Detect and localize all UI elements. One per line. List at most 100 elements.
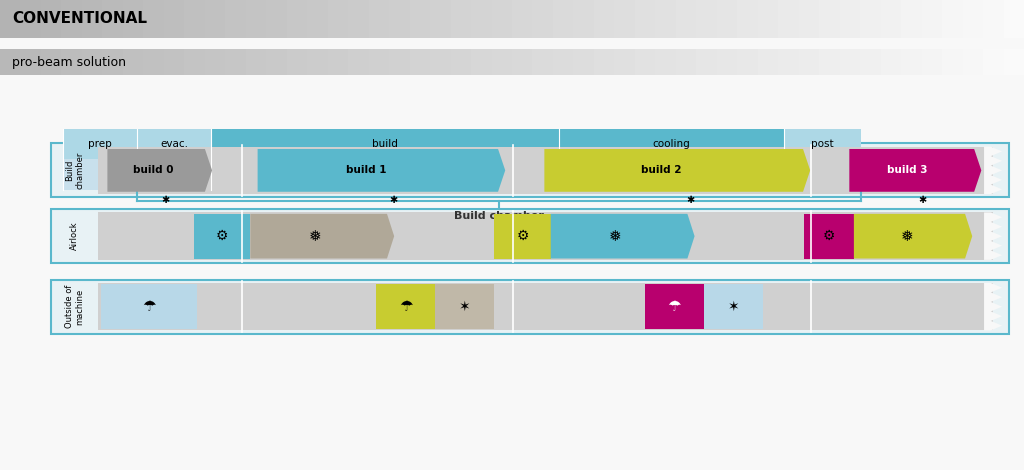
Text: post: post xyxy=(811,139,835,149)
Bar xyxy=(98,147,993,194)
Text: pro-beam solution: pro-beam solution xyxy=(12,56,126,69)
Polygon shape xyxy=(854,214,972,258)
Bar xyxy=(0,49,20,75)
Bar xyxy=(98,283,993,330)
Bar xyxy=(246,49,266,75)
Polygon shape xyxy=(545,149,810,192)
Bar xyxy=(164,0,184,38)
Bar xyxy=(20,0,41,38)
Bar xyxy=(435,284,495,329)
Bar xyxy=(495,214,551,258)
Bar xyxy=(451,49,471,75)
Bar xyxy=(61,49,82,75)
Polygon shape xyxy=(258,149,505,192)
Bar xyxy=(1004,49,1024,75)
Bar xyxy=(983,49,1004,75)
Bar xyxy=(594,49,614,75)
Text: build: build xyxy=(372,139,398,149)
Bar xyxy=(512,0,532,38)
Bar xyxy=(266,0,287,38)
Text: cooling: cooling xyxy=(653,139,690,149)
Bar xyxy=(532,0,553,38)
Bar xyxy=(205,0,225,38)
Text: ☂: ☂ xyxy=(142,299,156,314)
Bar xyxy=(922,0,942,38)
Polygon shape xyxy=(108,149,212,192)
Bar xyxy=(225,0,246,38)
Bar xyxy=(410,49,430,75)
Bar xyxy=(430,49,451,75)
Bar xyxy=(63,129,137,158)
Bar xyxy=(51,209,1009,263)
Bar xyxy=(614,49,635,75)
Bar xyxy=(644,284,703,329)
Bar xyxy=(211,129,559,158)
Text: prep: prep xyxy=(88,139,113,149)
Bar xyxy=(492,49,512,75)
Bar xyxy=(102,0,123,38)
Bar xyxy=(778,49,799,75)
Bar xyxy=(717,0,737,38)
Bar xyxy=(137,129,211,158)
Bar xyxy=(804,214,854,258)
Bar xyxy=(205,49,225,75)
Bar xyxy=(881,49,901,75)
Bar xyxy=(737,49,758,75)
Bar xyxy=(143,49,164,75)
Bar xyxy=(1004,0,1024,38)
Bar xyxy=(963,0,983,38)
Bar xyxy=(860,49,881,75)
Bar xyxy=(901,0,922,38)
Text: ❅: ❅ xyxy=(308,229,322,243)
Bar xyxy=(348,49,369,75)
Bar xyxy=(655,0,676,38)
Bar xyxy=(471,0,492,38)
Bar xyxy=(82,0,102,38)
Text: ☂: ☂ xyxy=(398,299,413,314)
Bar xyxy=(819,0,840,38)
Bar xyxy=(819,49,840,75)
Bar xyxy=(840,0,860,38)
Bar xyxy=(369,0,389,38)
Text: ✶: ✶ xyxy=(459,300,470,313)
Bar xyxy=(901,49,922,75)
Text: ✱: ✱ xyxy=(390,195,398,204)
Bar xyxy=(840,49,860,75)
Bar xyxy=(553,49,573,75)
Text: ✶: ✶ xyxy=(727,300,739,313)
Bar xyxy=(696,0,717,38)
Bar xyxy=(559,129,784,158)
Bar xyxy=(758,0,778,38)
Text: ⚙: ⚙ xyxy=(516,229,528,243)
Bar xyxy=(102,49,123,75)
Text: build 1: build 1 xyxy=(346,165,387,175)
Bar xyxy=(184,49,205,75)
Bar xyxy=(614,0,635,38)
Text: ✱: ✱ xyxy=(161,195,169,204)
Bar xyxy=(799,49,819,75)
Bar xyxy=(225,49,246,75)
Bar xyxy=(430,0,451,38)
Bar xyxy=(737,0,758,38)
Bar xyxy=(41,0,61,38)
Text: ✱: ✱ xyxy=(686,195,694,204)
Bar xyxy=(492,0,512,38)
Bar xyxy=(328,0,348,38)
Bar xyxy=(676,49,696,75)
Bar xyxy=(389,49,410,75)
Text: ☂: ☂ xyxy=(668,299,681,314)
Text: ⚙: ⚙ xyxy=(216,229,228,243)
Bar xyxy=(784,158,861,190)
Bar xyxy=(655,49,676,75)
Bar xyxy=(20,49,41,75)
Bar xyxy=(784,129,861,158)
Bar xyxy=(963,49,983,75)
Bar xyxy=(246,0,266,38)
Bar xyxy=(307,0,328,38)
Text: evac.: evac. xyxy=(160,139,188,149)
Text: build 2: build 2 xyxy=(641,165,682,175)
Bar xyxy=(51,143,1009,197)
Bar xyxy=(553,0,573,38)
Bar xyxy=(696,49,717,75)
Bar xyxy=(758,49,778,75)
